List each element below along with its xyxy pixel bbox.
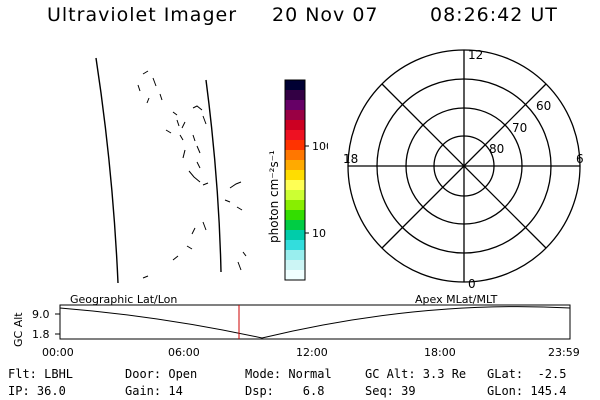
colorbar-cell <box>285 90 305 101</box>
lat-label-80: 80 <box>489 142 504 156</box>
time-tick-1200: 12:00 <box>296 346 328 359</box>
time-tick-1800: 18:00 <box>424 346 456 359</box>
ip-info: IP: 36.0 <box>8 384 66 398</box>
alt-axis-title: GC Alt <box>12 312 25 347</box>
door-info: Door: Open <box>125 367 198 381</box>
gain-info: Gain: 14 <box>125 384 183 398</box>
time-tick-0600: 06:00 <box>168 346 200 359</box>
limb-left <box>95 57 119 284</box>
colorbar-cell <box>285 180 305 191</box>
date-label: 20 Nov 07 <box>272 4 379 26</box>
mlt-label-18: 18 <box>343 152 358 166</box>
colorbar-cell <box>285 120 305 131</box>
timeline-frame <box>59 304 571 340</box>
mlt-label-6: 6 <box>576 152 584 166</box>
colorbar-cell <box>285 260 305 271</box>
geographic-boundary-panel <box>95 57 247 284</box>
colorbar-cell <box>285 140 305 151</box>
glat-info: GLat: -2.5 <box>487 367 567 381</box>
colorbar-cell <box>285 150 305 161</box>
colorbar-cell <box>285 210 305 221</box>
lat-label-70: 70 <box>512 121 527 135</box>
limb-right <box>205 79 222 273</box>
colorbar-cell <box>285 270 305 281</box>
colorbar-cell <box>285 160 305 171</box>
timeline-geographic-label: Geographic Lat/Lon <box>70 293 177 306</box>
instrument-title: Ultraviolet Imager <box>47 4 238 26</box>
time-tick-0000: 00:00 <box>42 346 74 359</box>
colorbar-tick-100: 100 <box>312 140 328 153</box>
colorbar-cell <box>285 240 305 251</box>
alt-tick-1-8: 1.8 <box>32 328 50 341</box>
colorbar-cell <box>285 250 305 261</box>
time-label: 08:26:42 UT <box>430 4 558 26</box>
altitude-curve <box>59 306 571 339</box>
dsp-info: Dsp: 6.8 <box>245 384 325 398</box>
lat-label-60: 60 <box>536 99 551 113</box>
intensity-colorbar: 100 10 photon cm⁻²s⁻¹ <box>268 79 328 281</box>
colorbar-cell <box>285 100 305 111</box>
mlt-label-12: 12 <box>468 48 483 62</box>
timeline-apex-label: Apex MLat/MLT <box>415 293 498 306</box>
altitude-timeline: Geographic Lat/Lon Apex MLat/MLT 9.0 1.8… <box>12 293 580 359</box>
colorbar-cell <box>285 230 305 241</box>
mode-info: Mode: Normal <box>245 367 332 381</box>
gc-alt-info: GC Alt: 3.3 Re <box>365 367 467 381</box>
polar-grid: 12 18 6 0 60 70 80 <box>343 48 584 291</box>
colorbar-unit-label: photon cm⁻²s⁻¹ <box>268 150 281 243</box>
colorbar-cell <box>285 110 305 121</box>
colorbar-cell <box>285 80 305 91</box>
time-tick-2359: 23:59 <box>548 346 580 359</box>
alt-tick-9: 9.0 <box>32 308 50 321</box>
polar-diagonal-2 <box>381 83 547 249</box>
colorbar-cell <box>285 220 305 231</box>
colorbar-tick-10: 10 <box>312 227 326 240</box>
colorbar-cell <box>285 200 305 211</box>
mlt-label-0: 0 <box>468 277 476 291</box>
seq-info: Seq: 39 <box>365 384 416 398</box>
colorbar-cell <box>285 170 305 181</box>
colorbar-cell <box>285 130 305 141</box>
glon-info: GLon: 145.4 <box>487 384 567 398</box>
filter-info: Flt: LBHL <box>8 367 74 381</box>
coastline-segments <box>137 70 247 279</box>
colorbar-cell <box>285 190 305 201</box>
